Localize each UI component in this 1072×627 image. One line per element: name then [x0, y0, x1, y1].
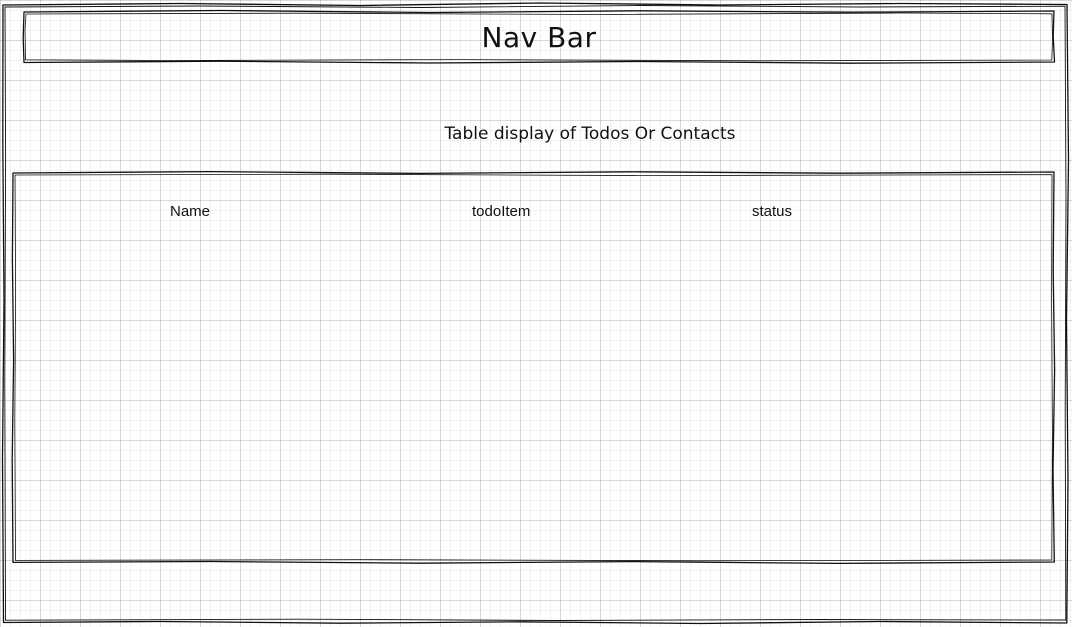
navbar-title: Nav Bar: [481, 20, 597, 54]
table-panel: Name todoItem status: [13, 173, 1054, 562]
navbar: Nav Bar: [24, 12, 1054, 62]
table-caption: Table display of Todos Or Contacts: [444, 124, 736, 144]
column-header-status: status: [752, 203, 793, 220]
column-header-todoitem: todoItem: [472, 203, 531, 220]
column-header-name: Name: [170, 203, 211, 220]
